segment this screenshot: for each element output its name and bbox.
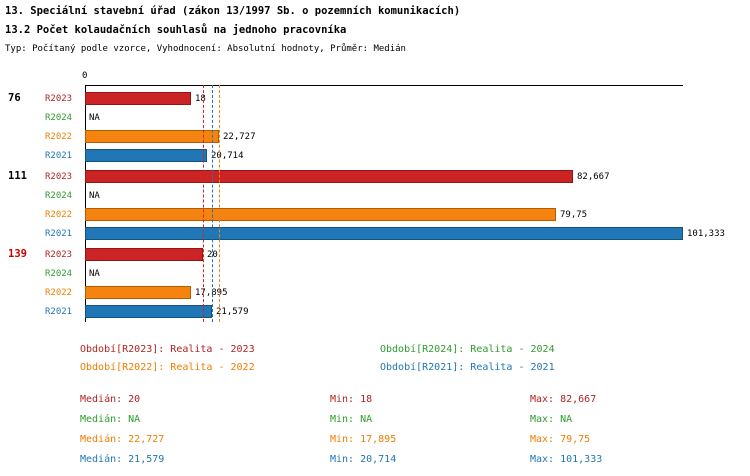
stat-max-r2021: Max: 101,333 — [530, 454, 603, 465]
value-label: 79,75 — [560, 210, 588, 220]
series-row-label-r2024: R2024 — [45, 113, 73, 123]
y-axis-line — [85, 85, 86, 322]
value-label: 17,895 — [195, 288, 228, 298]
stat-min-r2024: Min: NA — [330, 414, 373, 425]
bar-r2023 — [85, 92, 191, 105]
median-line-r2021 — [212, 85, 213, 322]
bar-r2022 — [85, 130, 219, 143]
stat-min-r2022: Min: 17,895 — [330, 434, 397, 445]
bar-r2021 — [85, 227, 683, 240]
report-subtitle: 13.2 Počet kolaudačních souhlasů na jedn… — [5, 24, 347, 36]
value-label: 101,333 — [687, 229, 725, 239]
series-row-label-r2024: R2024 — [45, 269, 73, 279]
series-row-label-r2023: R2023 — [45, 94, 73, 104]
series-row-label-r2021: R2021 — [45, 151, 73, 161]
median-line-r2022 — [219, 85, 220, 322]
bar-r2021 — [85, 149, 207, 162]
legend-r2022: Období[R2022]: Realita - 2022 — [80, 362, 255, 373]
value-label: 18 — [195, 94, 206, 104]
series-row-label-r2024: R2024 — [45, 191, 73, 201]
x-axis-line — [85, 85, 683, 86]
value-label-na: NA — [89, 113, 100, 123]
series-row-label-r2022: R2022 — [45, 210, 73, 220]
value-label-na: NA — [89, 191, 100, 201]
bar-r2022 — [85, 208, 556, 221]
x-axis-zero-label: 0 — [82, 71, 88, 81]
bar-r2023 — [85, 248, 203, 261]
stat-median-r2021: Medián: 21,579 — [80, 454, 165, 465]
value-label: 82,667 — [577, 172, 610, 182]
legend-r2021: Období[R2021]: Realita - 2021 — [380, 362, 555, 373]
series-row-label-r2023: R2023 — [45, 172, 73, 182]
group-label: 76 — [8, 92, 21, 104]
stat-median-r2023: Medián: 20 — [80, 394, 141, 405]
value-label-na: NA — [89, 269, 100, 279]
bar-chart: 0 76 R2023 18 R2024 NA R2022 22,727 R2021 20,714 1… — [8, 71, 725, 322]
value-label: 22,727 — [223, 132, 256, 142]
stat-min-r2021: Min: 20,714 — [330, 454, 397, 465]
legend-r2024: Období[R2024]: Realita - 2024 — [380, 344, 555, 355]
stat-min-r2023: Min: 18 — [330, 394, 373, 405]
median-line-r2023 — [203, 85, 204, 322]
stat-max-r2023: Max: 82,667 — [530, 394, 597, 405]
stat-median-r2024: Medián: NA — [80, 414, 141, 425]
series-row-label-r2021: R2021 — [45, 307, 73, 317]
stat-max-r2022: Max: 79,75 — [530, 434, 591, 445]
series-row-label-r2021: R2021 — [45, 229, 73, 239]
bar-r2022 — [85, 286, 191, 299]
bar-r2023 — [85, 170, 573, 183]
series-row-label-r2022: R2022 — [45, 288, 73, 298]
stat-median-r2022: Medián: 22,727 — [80, 434, 165, 445]
series-row-label-r2023: R2023 — [45, 250, 73, 260]
series-row-label-r2022: R2022 — [45, 132, 73, 142]
bar-r2021 — [85, 305, 212, 318]
value-label: 21,579 — [216, 307, 249, 317]
stat-max-r2024: Max: NA — [530, 414, 573, 425]
legend-r2023: Období[R2023]: Realita - 2023 — [80, 344, 255, 355]
report-meta: Typ: Počítaný podle vzorce, Vyhodnocení:… — [5, 44, 406, 54]
group-label: 139 — [8, 248, 27, 260]
group-label: 111 — [8, 170, 27, 182]
report-title: 13. Speciální stavební úřad (zákon 13/19… — [5, 5, 461, 17]
value-label: 20,714 — [211, 151, 244, 161]
